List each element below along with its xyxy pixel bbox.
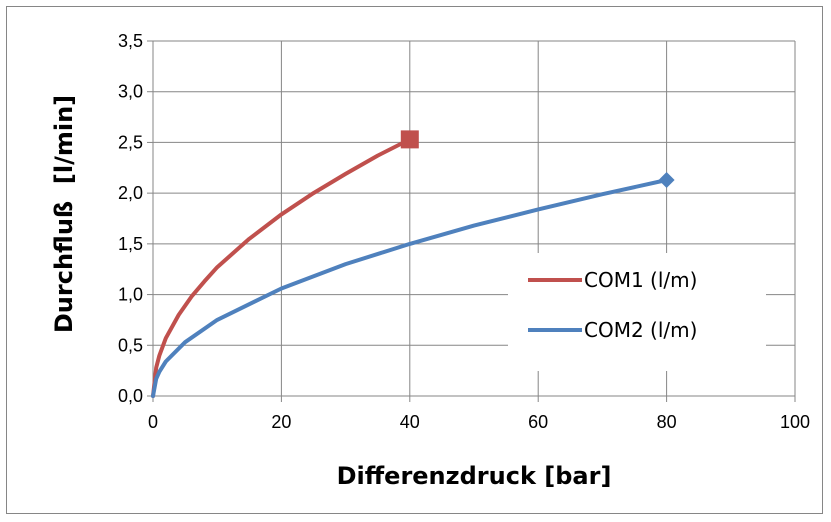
series-marker-square (400, 130, 419, 149)
x-tick-label: 100 (780, 412, 810, 432)
x-tick-label: 80 (657, 412, 677, 432)
x-tick-label: 40 (400, 412, 420, 432)
legend-label: COM1 (l/m) (584, 268, 697, 292)
y-tick-labels: 0,0 0,5 1,0 1,5 2,0 2,5 3,0 3,5 (118, 31, 143, 406)
series-lines (151, 130, 675, 398)
y-tick-label: 3,0 (118, 82, 143, 102)
x-axis-title: Differenzdruck [bar] (337, 462, 612, 490)
series-line-1 (151, 137, 412, 398)
y-tick-label: 3,5 (118, 31, 143, 51)
y-tick-label: 0,5 (118, 335, 143, 355)
x-tick-label: 20 (271, 412, 291, 432)
y-tick-label: 1,5 (118, 234, 143, 254)
y-tick-label: 0,0 (118, 386, 143, 406)
x-tick-label: 60 (528, 412, 548, 432)
series-marker-diamond (658, 171, 675, 188)
y-axis-title: Durchfluß [l/min] (50, 95, 78, 333)
x-tick-label: 0 (148, 412, 158, 432)
y-tick-label: 1,0 (118, 285, 143, 305)
legend-box (508, 253, 766, 371)
legend-label: COM2 (l/m) (584, 318, 697, 342)
legend: COM1 (l/m) COM2 (l/m) (508, 253, 766, 371)
x-tick-labels: 0 20 40 60 80 100 (148, 412, 810, 432)
y-tick-label: 2,0 (118, 183, 143, 203)
y-tick-label: 2,5 (118, 132, 143, 152)
series-line-2 (151, 178, 669, 398)
